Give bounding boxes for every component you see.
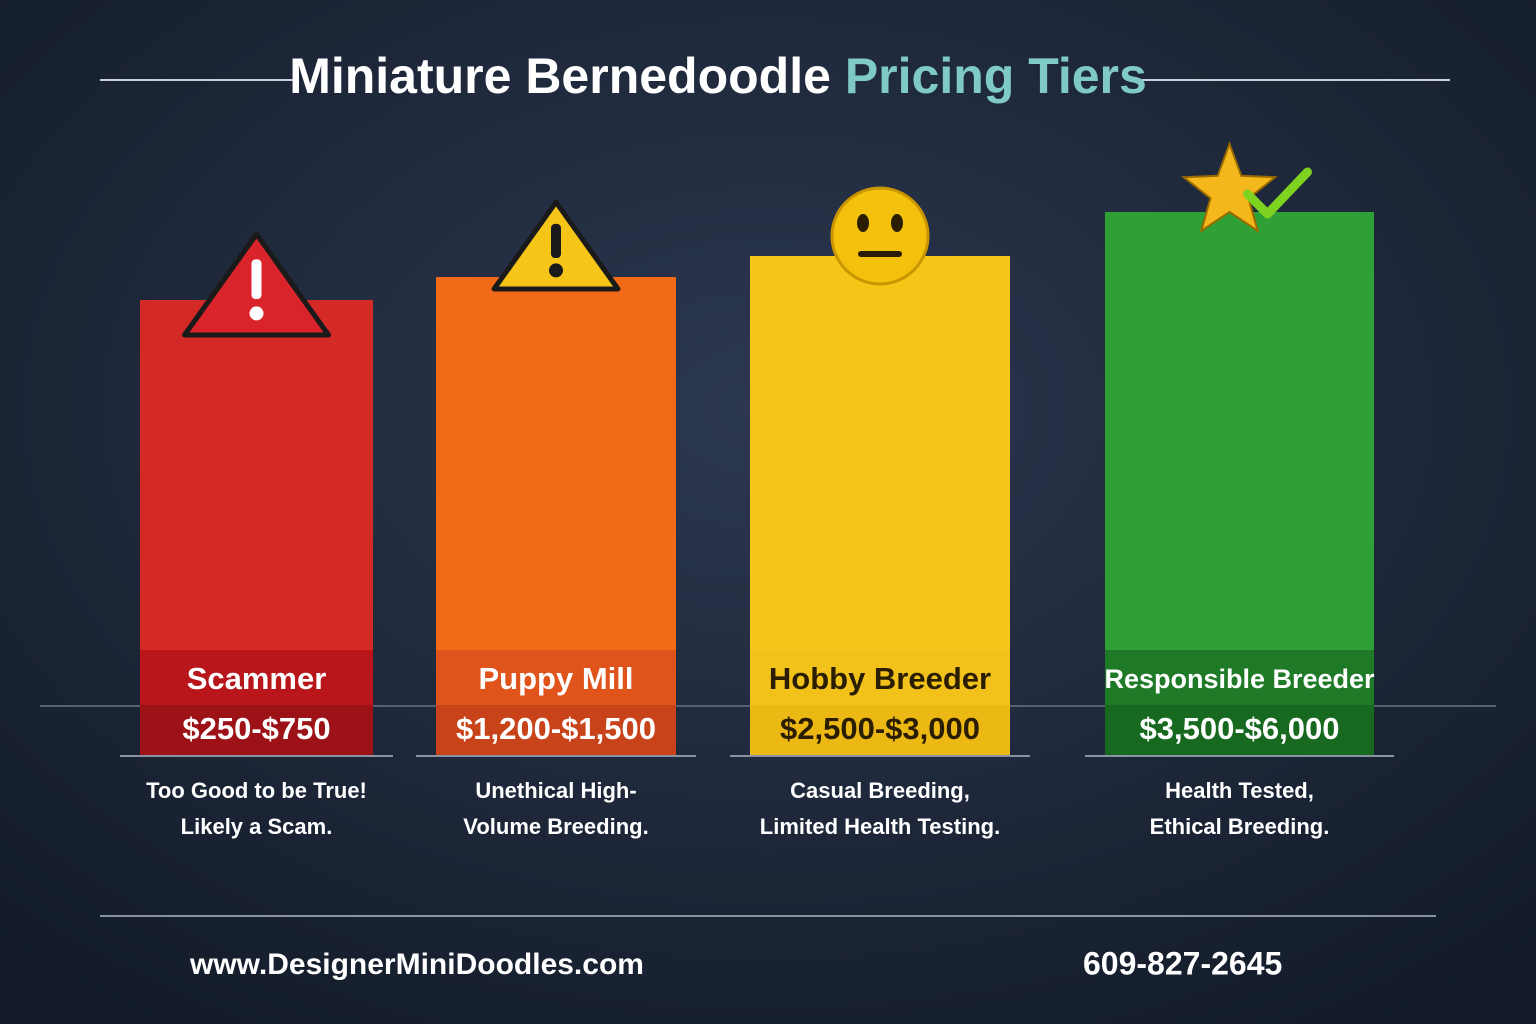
tier-description: Volume Breeding. bbox=[463, 814, 648, 839]
name-band bbox=[1105, 650, 1374, 705]
price-band bbox=[750, 705, 1010, 755]
tier-bar bbox=[1105, 212, 1374, 650]
title-main: Miniature Bernedoodle bbox=[289, 48, 831, 104]
tier-price: $1,200-$1,500 bbox=[456, 711, 656, 746]
title: Miniature Bernedoodle Pricing Tiers bbox=[289, 48, 1147, 104]
name-band bbox=[140, 650, 373, 705]
tier-price: $3,500-$6,000 bbox=[1140, 711, 1340, 746]
warning-dot bbox=[249, 306, 264, 321]
price-band bbox=[140, 705, 373, 755]
tier-price: $2,500-$3,000 bbox=[780, 711, 980, 746]
tier-name: Responsible Breeder bbox=[1104, 664, 1375, 694]
tier-description: Health Tested, bbox=[1165, 778, 1314, 803]
price-band bbox=[1105, 705, 1374, 755]
warning-dot bbox=[549, 263, 563, 278]
website: www.DesignerMiniDoodles.com bbox=[189, 948, 644, 981]
tier-description: Likely a Scam. bbox=[181, 814, 333, 839]
tier-description: Unethical High- bbox=[475, 778, 636, 803]
tier-price: $250-$750 bbox=[182, 711, 330, 746]
tier-name: Puppy Mill bbox=[479, 661, 634, 696]
tier-description: Casual Breeding, bbox=[790, 778, 970, 803]
star-icon bbox=[1181, 141, 1278, 234]
warning-mark bbox=[251, 259, 262, 299]
tier-description: Too Good to be True! bbox=[146, 778, 367, 803]
neutral-face bbox=[830, 186, 930, 286]
eye bbox=[857, 214, 869, 232]
check-icon bbox=[1243, 167, 1312, 219]
name-band bbox=[436, 650, 676, 705]
eye bbox=[891, 214, 903, 232]
tiers: Scammer $250-$750 Too Good to be True! Like… bbox=[120, 141, 1394, 839]
phone: 609-827-2645 bbox=[1083, 945, 1282, 981]
price-band bbox=[436, 705, 676, 755]
title-accent: Pricing Tiers bbox=[845, 48, 1147, 104]
name-band bbox=[750, 650, 1010, 705]
tier-bar bbox=[750, 256, 1010, 650]
mouth bbox=[858, 251, 902, 257]
warning-mark bbox=[551, 223, 561, 258]
tier-bar bbox=[140, 300, 373, 650]
tier-description: Limited Health Testing. bbox=[760, 814, 1000, 839]
tier-description: Ethical Breeding. bbox=[1150, 814, 1330, 839]
tier-bar bbox=[436, 277, 676, 650]
tier-name: Scammer bbox=[187, 661, 327, 696]
tier-name: Hobby Breeder bbox=[769, 661, 991, 696]
